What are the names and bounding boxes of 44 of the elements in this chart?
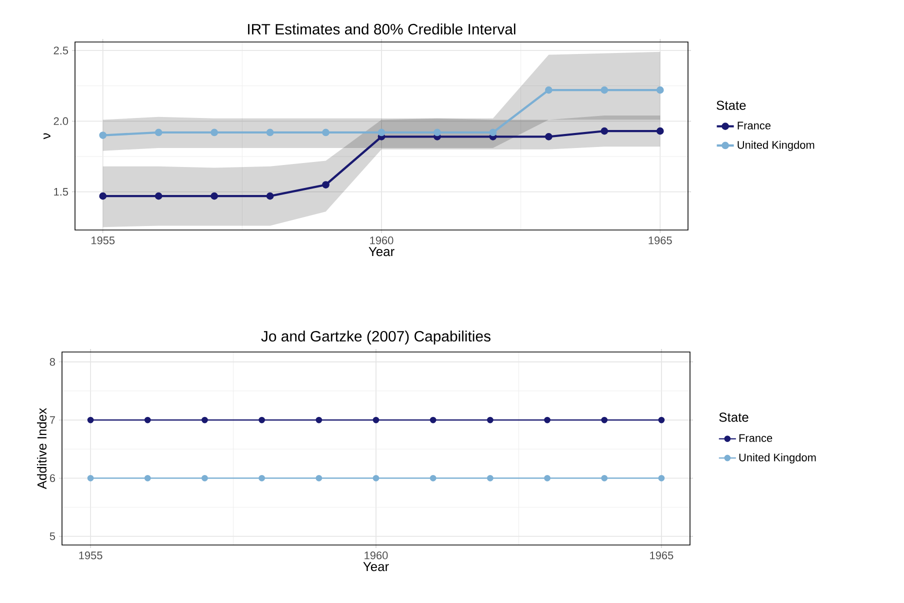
point bbox=[656, 86, 664, 94]
y-tick-label: 8 bbox=[50, 358, 56, 366]
y-tick-label: 2.5 bbox=[54, 46, 68, 54]
point bbox=[99, 192, 107, 200]
point bbox=[266, 128, 274, 136]
y-tick-label: 5 bbox=[50, 532, 56, 540]
x-tick-label: 1955 bbox=[92, 236, 115, 244]
point bbox=[99, 132, 107, 139]
chart-title: Jo and Gartzke (2007) Capabilities bbox=[261, 330, 490, 344]
legend-title: State bbox=[716, 100, 746, 110]
point bbox=[266, 192, 274, 200]
point bbox=[154, 192, 162, 200]
point bbox=[545, 133, 552, 140]
x-tick-label: 1960 bbox=[364, 552, 388, 560]
point bbox=[210, 192, 218, 200]
legend-label: France bbox=[738, 122, 771, 130]
x-axis-title: Year bbox=[368, 247, 394, 256]
chart-title: IRT Estimates and 80% Credible Interval bbox=[248, 24, 516, 34]
y-axis-title: ν bbox=[44, 133, 50, 140]
point bbox=[600, 86, 608, 94]
x-tick-label: 1960 bbox=[370, 236, 394, 244]
y-axis-title: Additive Index bbox=[37, 408, 47, 490]
y-tick-label: 1.5 bbox=[54, 188, 68, 196]
legend-label: United Kingdom bbox=[739, 453, 816, 464]
point bbox=[210, 128, 218, 136]
point bbox=[600, 127, 608, 135]
x-tick-label: 1955 bbox=[79, 552, 102, 560]
point bbox=[434, 128, 441, 136]
x-tick-label: 1965 bbox=[650, 552, 674, 560]
legend-title: State bbox=[719, 412, 748, 422]
legend-label: France bbox=[739, 434, 772, 442]
point bbox=[489, 128, 497, 136]
y-tick-label: 2.0 bbox=[54, 117, 68, 126]
y-tick-label: 6 bbox=[50, 474, 56, 482]
x-axis-title: Year bbox=[363, 562, 389, 572]
point bbox=[656, 127, 664, 135]
x-tick-label: 1965 bbox=[648, 236, 672, 244]
legend-label: United Kingdom bbox=[738, 140, 814, 151]
point bbox=[322, 128, 330, 136]
point bbox=[545, 86, 552, 94]
point bbox=[378, 128, 386, 136]
y-tick-label: 7 bbox=[50, 416, 55, 424]
point bbox=[322, 181, 330, 188]
point bbox=[154, 128, 162, 136]
